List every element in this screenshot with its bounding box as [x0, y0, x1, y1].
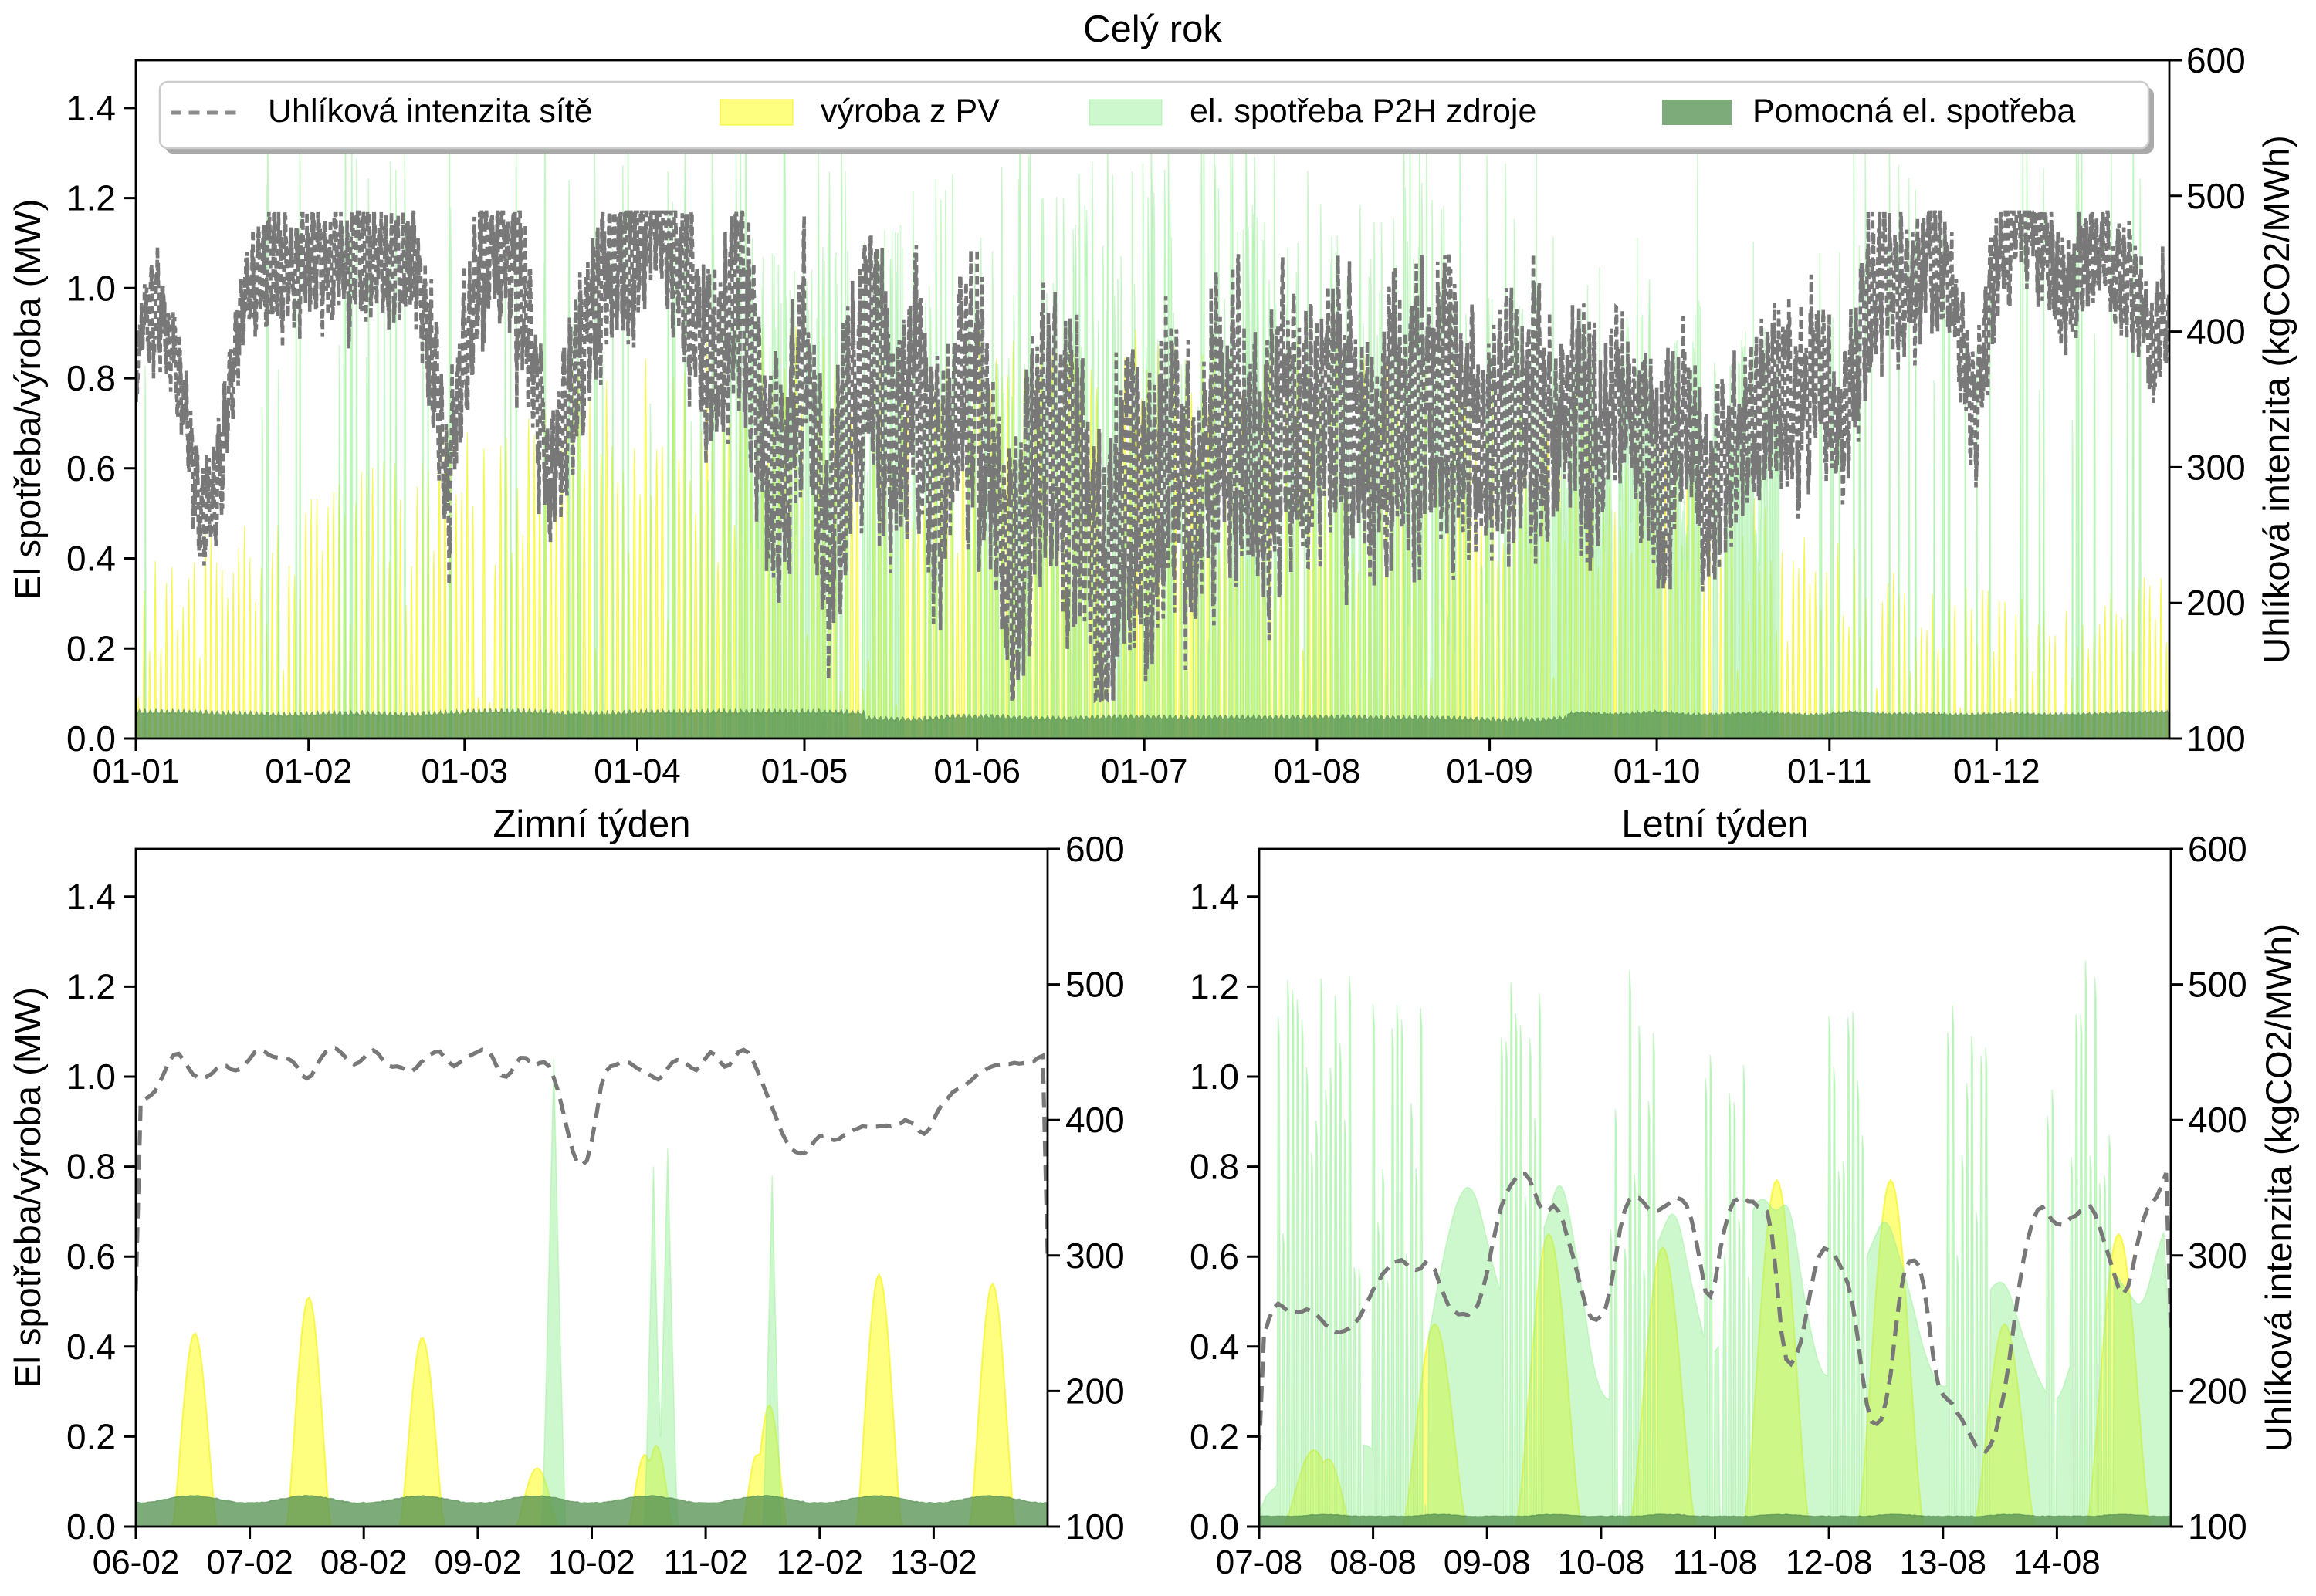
svg-text:400: 400 [2188, 1100, 2247, 1140]
svg-text:07-08: 07-08 [1216, 1544, 1303, 1581]
svg-text:01-02: 01-02 [265, 752, 352, 790]
svg-text:300: 300 [2186, 447, 2246, 487]
svg-text:01-03: 01-03 [422, 752, 509, 790]
svg-text:200: 200 [2186, 583, 2246, 623]
svg-text:300: 300 [2188, 1236, 2247, 1276]
svg-text:01-12: 01-12 [1953, 752, 2040, 790]
svg-text:0.6: 0.6 [1190, 1236, 1239, 1276]
svg-text:0.8: 0.8 [66, 1147, 116, 1187]
svg-text:0.4: 0.4 [1190, 1327, 1239, 1367]
svg-text:0.8: 0.8 [66, 358, 116, 398]
svg-text:09-02: 09-02 [435, 1544, 522, 1581]
svg-text:0.2: 0.2 [66, 1416, 116, 1456]
svg-text:0.6: 0.6 [66, 448, 116, 489]
svg-text:0.2: 0.2 [1190, 1416, 1239, 1456]
svg-text:1.2: 1.2 [66, 966, 116, 1006]
svg-text:01-05: 01-05 [761, 752, 848, 790]
svg-text:Pomocná el. spotřeba: Pomocná el. spotřeba [1752, 93, 2075, 130]
svg-text:1.0: 1.0 [1190, 1057, 1239, 1097]
svg-text:600: 600 [2186, 40, 2246, 80]
svg-text:13-08: 13-08 [1900, 1544, 1987, 1581]
svg-text:01-06: 01-06 [933, 752, 1021, 790]
svg-text:0.0: 0.0 [66, 1506, 116, 1547]
svg-text:200: 200 [2188, 1371, 2247, 1411]
svg-text:14-08: 14-08 [2013, 1544, 2101, 1581]
svg-text:01-01: 01-01 [93, 752, 180, 790]
svg-text:10-08: 10-08 [1558, 1544, 1645, 1581]
svg-text:0.4: 0.4 [66, 539, 116, 579]
svg-text:11-08: 11-08 [1673, 1544, 1757, 1581]
svg-text:01-08: 01-08 [1274, 752, 1361, 790]
svg-text:0.0: 0.0 [1190, 1506, 1239, 1547]
svg-text:1.4: 1.4 [66, 88, 116, 128]
svg-text:11-02: 11-02 [663, 1544, 747, 1581]
svg-text:01-07: 01-07 [1101, 752, 1188, 790]
svg-text:1.0: 1.0 [66, 268, 116, 308]
svg-text:01-10: 01-10 [1613, 752, 1701, 790]
svg-text:Letní týden: Letní týden [1621, 803, 1808, 845]
svg-text:100: 100 [2186, 719, 2246, 759]
svg-text:0.0: 0.0 [66, 719, 116, 759]
svg-text:13-02: 13-02 [890, 1544, 977, 1581]
svg-text:100: 100 [1065, 1506, 1125, 1547]
svg-text:06-02: 06-02 [93, 1544, 180, 1581]
svg-text:08-02: 08-02 [320, 1544, 408, 1581]
svg-text:500: 500 [2188, 965, 2247, 1005]
svg-text:1.2: 1.2 [1190, 966, 1239, 1006]
svg-text:400: 400 [2186, 312, 2246, 352]
svg-text:Uhlíková intenzita sítě: Uhlíková intenzita sítě [268, 93, 593, 130]
svg-text:1.0: 1.0 [66, 1057, 116, 1097]
svg-text:300: 300 [1065, 1236, 1125, 1276]
svg-text:0.2: 0.2 [66, 628, 116, 668]
svg-text:1.4: 1.4 [66, 877, 116, 917]
svg-text:0.4: 0.4 [66, 1327, 116, 1367]
svg-text:400: 400 [1065, 1100, 1125, 1140]
svg-text:100: 100 [2188, 1506, 2247, 1547]
svg-text:El spotřeba/výroba (MW): El spotřeba/výroba (MW) [7, 987, 48, 1388]
svg-text:500: 500 [2186, 176, 2246, 216]
svg-text:El spotřeba/výroba (MW): El spotřeba/výroba (MW) [7, 199, 48, 600]
svg-text:01-09: 01-09 [1446, 752, 1533, 790]
svg-text:600: 600 [1065, 829, 1125, 869]
svg-text:07-02: 07-02 [206, 1544, 293, 1581]
svg-text:12-08: 12-08 [1786, 1544, 1873, 1581]
svg-text:0.8: 0.8 [1190, 1147, 1239, 1187]
svg-text:výroba z PV: výroba z PV [821, 93, 1000, 130]
svg-text:600: 600 [2188, 829, 2247, 869]
svg-text:200: 200 [1065, 1371, 1125, 1411]
svg-text:01-04: 01-04 [594, 752, 681, 790]
svg-text:01-11: 01-11 [1787, 752, 1871, 790]
svg-text:12-02: 12-02 [777, 1544, 864, 1581]
svg-text:08-08: 08-08 [1329, 1544, 1417, 1581]
svg-text:10-02: 10-02 [548, 1544, 635, 1581]
svg-text:Celý rok: Celý rok [1083, 8, 1222, 50]
svg-text:Uhlíková intenzita (kgCO2/MWh): Uhlíková intenzita (kgCO2/MWh) [2256, 135, 2297, 663]
svg-text:1.2: 1.2 [66, 178, 116, 218]
svg-text:09-08: 09-08 [1444, 1544, 1531, 1581]
svg-text:Uhlíková intenzita (kgCO2/MWh): Uhlíková intenzita (kgCO2/MWh) [2258, 924, 2299, 1452]
svg-text:Zimní týden: Zimní týden [493, 803, 691, 845]
svg-text:el. spotřeba P2H zdroje: el. spotřeba P2H zdroje [1190, 93, 1536, 130]
svg-text:1.4: 1.4 [1190, 877, 1239, 917]
svg-text:0.6: 0.6 [66, 1236, 116, 1276]
svg-text:500: 500 [1065, 965, 1125, 1005]
